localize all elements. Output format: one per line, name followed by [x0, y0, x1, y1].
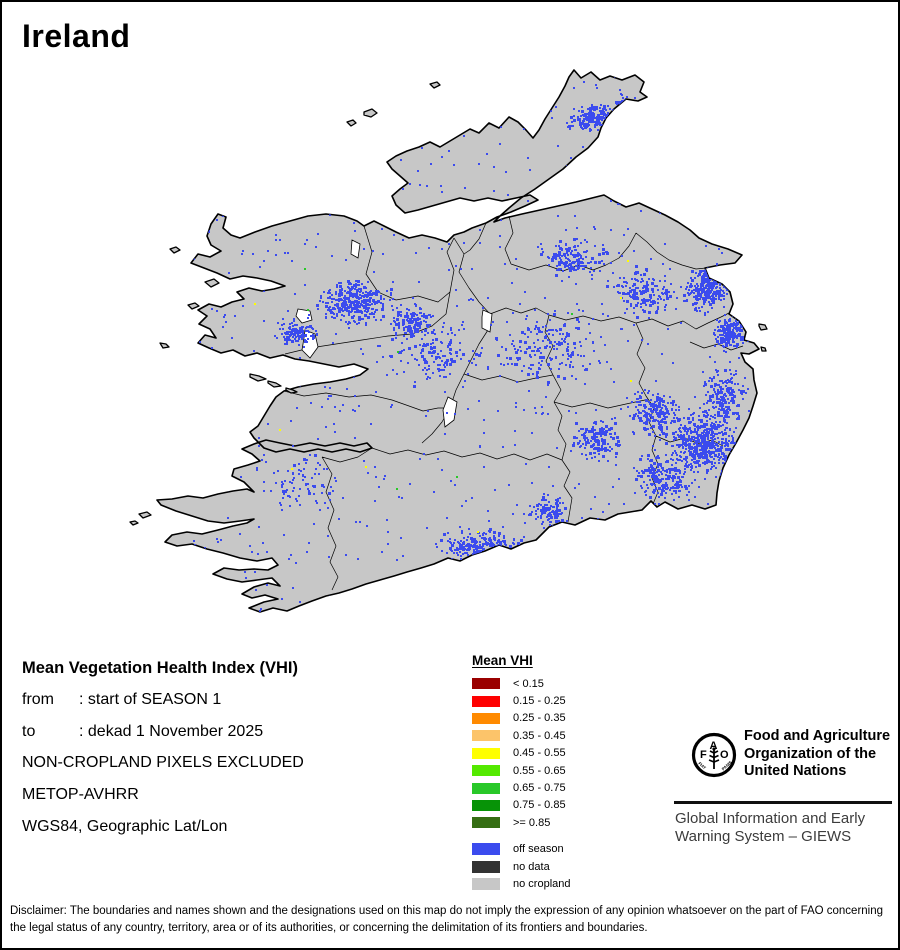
- legend-row: 0.35 - 0.45: [472, 727, 571, 744]
- legend-label: 0.45 - 0.55: [513, 747, 566, 760]
- legend-label: >= 0.85: [513, 816, 551, 829]
- info-value: : start of SEASON 1: [79, 691, 222, 708]
- legend-swatch: [472, 860, 500, 873]
- ireland-map: [129, 69, 768, 613]
- legend-swatch: [472, 799, 500, 811]
- legend-swatch: [472, 695, 500, 707]
- legend-row: no cropland: [472, 875, 571, 892]
- map-info-block: Mean Vegetation Health Index (VHI) from …: [22, 652, 462, 843]
- legend-swatch: [472, 877, 500, 890]
- legend-label: 0.75 - 0.85: [513, 799, 566, 812]
- legend-swatch: [472, 747, 500, 759]
- divider-line: [674, 801, 892, 804]
- legend-row: >= 0.85: [472, 814, 571, 831]
- legend-swatch: [472, 765, 500, 777]
- legend-swatch: [472, 712, 500, 724]
- lakes: [295, 239, 493, 428]
- legend-swatch: [472, 843, 500, 856]
- legend-row: 0.25 - 0.35: [472, 710, 571, 727]
- legend-label: 0.65 - 0.75: [513, 782, 566, 795]
- svg-text:F: F: [700, 749, 707, 761]
- svg-text:A: A: [710, 740, 718, 752]
- fao-name-line: Food and Agriculture: [744, 728, 891, 744]
- legend-swatch: [472, 730, 500, 742]
- info-heading: Mean Vegetation Health Index (VHI): [22, 659, 298, 677]
- legend-extra-classes: off season no data no cropland: [472, 841, 571, 893]
- legend-label: 0.15 - 0.25: [513, 695, 566, 708]
- legend-label: off season: [513, 843, 564, 856]
- legend-label: 0.25 - 0.35: [513, 712, 566, 725]
- legend-swatch: [472, 782, 500, 794]
- svg-text:FIAT: FIAT: [697, 761, 707, 771]
- legend-label: no data: [513, 860, 550, 873]
- info-line-projection: WGS84, Geographic Lat/Lon: [22, 817, 228, 835]
- legend-swatch: [472, 817, 500, 829]
- fao-name: Food and Agriculture Organization of the…: [744, 728, 890, 781]
- legend-label: 0.35 - 0.45: [513, 729, 566, 742]
- legend-swatch: [472, 678, 500, 690]
- svg-text:O: O: [720, 749, 729, 761]
- info-row-from: from : start of SEASON 1: [22, 684, 462, 716]
- legend-row: 0.15 - 0.25: [472, 692, 571, 709]
- legend-row: 0.65 - 0.75: [472, 779, 571, 796]
- svg-text:PANIS: PANIS: [721, 759, 733, 771]
- fao-name-line: United Nations: [744, 763, 847, 780]
- legend-row: off season: [472, 841, 571, 858]
- legend-label: 0.55 - 0.65: [513, 764, 566, 777]
- info-row-to: to : dekad 1 November 2025: [22, 716, 462, 748]
- giews-line: Warning System – GIEWS: [675, 827, 852, 845]
- info-label: to: [22, 722, 36, 740]
- legend-row: no data: [472, 858, 571, 875]
- legend-label: < 0.15: [513, 677, 544, 690]
- legend-row: 0.45 - 0.55: [472, 745, 571, 762]
- legend-row: 0.55 - 0.65: [472, 762, 571, 779]
- legend-title: Mean VHI: [472, 653, 533, 668]
- land-area: [156, 69, 760, 613]
- info-line-sensor: METOP-AVHRR: [22, 786, 139, 804]
- legend: Mean VHI < 0.15 0.15 - 0.25 0.25 - 0.35 0.3…: [472, 653, 571, 893]
- islands: [129, 81, 768, 526]
- page-title: Ireland: [22, 18, 131, 54]
- legend-classes: < 0.15 0.15 - 0.25 0.25 - 0.35 0.35 - 0.45 0…: [472, 675, 571, 832]
- legend-row: 0.75 - 0.85: [472, 797, 571, 814]
- fao-name-line: Organization of the: [744, 745, 877, 762]
- info-value: : dekad 1 November 2025: [79, 722, 264, 740]
- info-line-noncropland: NON-CROPLAND PIXELS EXCLUDED: [22, 754, 304, 772]
- legend-label: no cropland: [513, 877, 571, 890]
- giews-name: Global Information and Early Warning Sys…: [675, 810, 865, 845]
- fao-logo-icon: F A O FIAT PANIS: [691, 732, 737, 778]
- legend-row: < 0.15: [472, 675, 571, 692]
- info-label: from: [22, 691, 54, 708]
- disclaimer-text: Disclaimer: The boundaries and names sho…: [10, 905, 884, 934]
- giews-line: Global Information and Early: [675, 810, 866, 827]
